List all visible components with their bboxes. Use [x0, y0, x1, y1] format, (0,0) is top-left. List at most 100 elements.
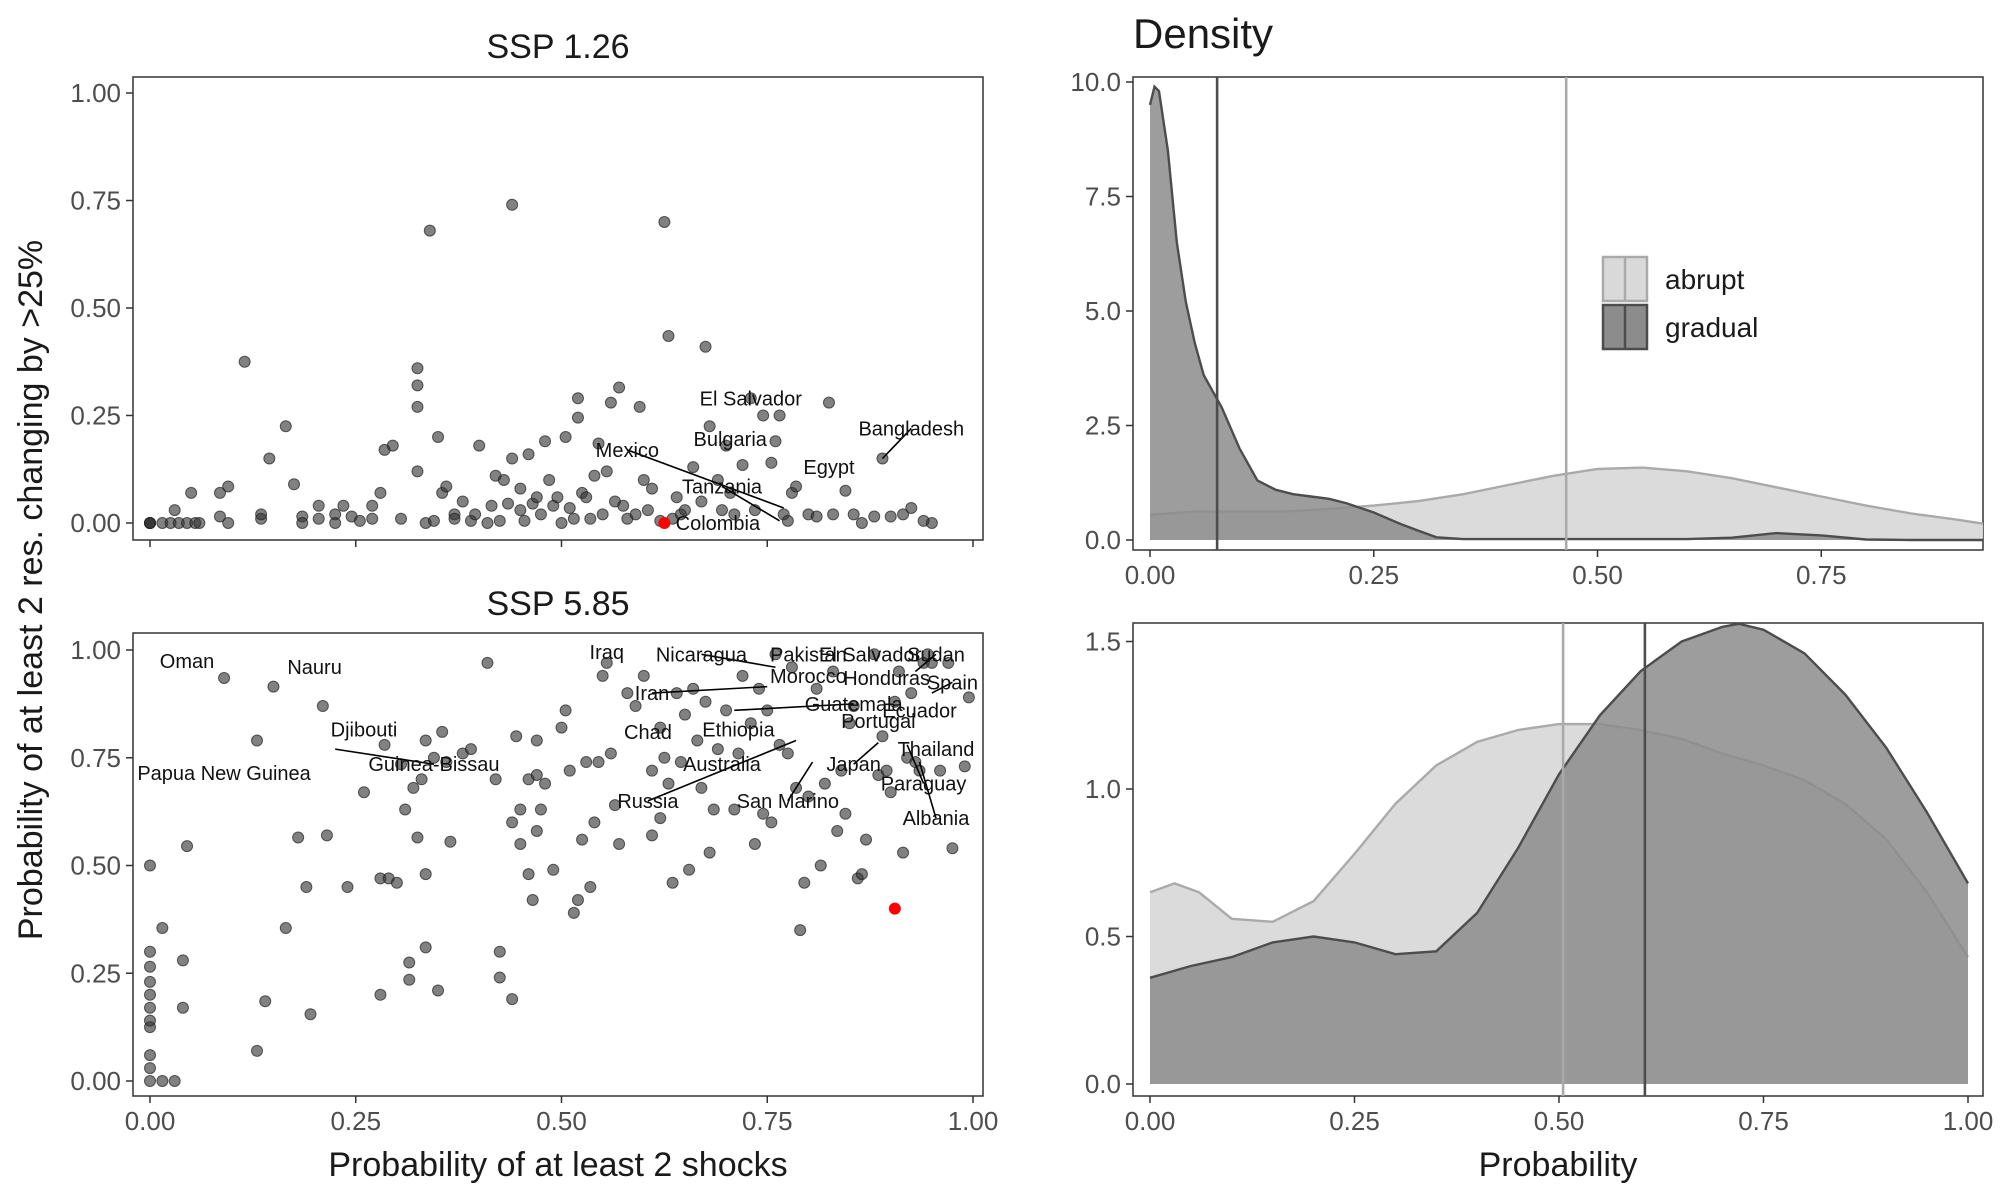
- density-area-gradual: [1150, 86, 1983, 540]
- data-point: [646, 829, 659, 842]
- data-point: [646, 764, 659, 777]
- data-point: [144, 988, 156, 1001]
- data-point: [296, 517, 309, 529]
- data-point: [267, 680, 280, 693]
- label-leader: [627, 449, 784, 509]
- data-point: [427, 751, 440, 764]
- data-point: [596, 508, 609, 521]
- data-point: [481, 517, 494, 529]
- data-point: [534, 803, 547, 816]
- y-axis-title-left: Probability of at least 2 res. changing …: [12, 240, 50, 940]
- country-label: San Marino: [737, 791, 839, 813]
- data-point: [534, 508, 547, 521]
- data-point: [144, 859, 156, 872]
- label-leader: [335, 748, 435, 766]
- data-point: [892, 665, 905, 678]
- data-point: [670, 491, 683, 504]
- x-tick-label: 1.00: [1943, 1106, 1994, 1136]
- data-point: [567, 512, 580, 525]
- data-point: [699, 340, 712, 353]
- data-point: [761, 704, 774, 717]
- data-point: [613, 837, 626, 850]
- data-point: [288, 478, 301, 491]
- country-label: Thailand: [898, 739, 975, 761]
- data-point: [469, 508, 482, 521]
- country-label: Nicaragua: [656, 644, 748, 666]
- data-point: [559, 704, 572, 717]
- country-label: Russia: [617, 791, 679, 813]
- data-point: [559, 431, 572, 443]
- country-label: Albania: [903, 808, 971, 830]
- data-point: [744, 392, 757, 405]
- data-point: [810, 682, 823, 695]
- label-leader: [881, 427, 912, 460]
- data-point: [213, 486, 226, 499]
- data-point: [432, 431, 445, 443]
- data-point: [802, 790, 815, 803]
- data-point: [144, 1075, 156, 1087]
- data-point: [781, 747, 794, 760]
- data-point: [259, 995, 272, 1008]
- label-leader: [853, 742, 879, 765]
- data-point: [489, 773, 502, 786]
- data-point: [571, 411, 584, 424]
- x-tick-label: 1.00: [948, 1106, 999, 1136]
- density-areas: [1149, 623, 1970, 1084]
- x-tick-label: 0.00: [1125, 560, 1176, 590]
- data-point: [419, 734, 432, 747]
- data-point: [526, 893, 539, 906]
- y-tick-label: 0.75: [70, 743, 121, 773]
- data-point: [720, 704, 733, 717]
- data-point: [839, 484, 852, 497]
- y-tick-label: 0.5: [1085, 922, 1121, 952]
- y-tick-label: 0.0: [1085, 1069, 1121, 1099]
- y-tick-label: 0.25: [70, 401, 121, 431]
- y-tick-label: 0.00: [70, 508, 121, 538]
- data-point: [757, 409, 770, 422]
- data-point: [514, 803, 527, 816]
- data-point: [530, 825, 543, 838]
- country-label: Oman: [160, 651, 214, 673]
- data-point: [588, 816, 601, 829]
- country-label: Australia: [683, 754, 762, 776]
- data-point: [506, 993, 519, 1006]
- data-point: [897, 508, 910, 521]
- data-point: [827, 508, 840, 521]
- data-point: [958, 760, 971, 773]
- data-point: [707, 803, 720, 816]
- data-point: [584, 881, 597, 894]
- data-point: [843, 717, 856, 730]
- data-point: [144, 517, 156, 529]
- data-point: [715, 504, 728, 517]
- data-point: [374, 486, 387, 499]
- data-point: [176, 954, 189, 967]
- data-point: [493, 945, 506, 958]
- data-point: [732, 747, 745, 760]
- data-point: [604, 747, 617, 760]
- data-point: [423, 224, 436, 237]
- country-label: Egypt: [803, 457, 855, 479]
- data-point: [250, 734, 263, 747]
- data-point: [781, 514, 794, 527]
- x-tick-label: 0.00: [1125, 1106, 1176, 1136]
- panel-border: [132, 76, 984, 541]
- data-point: [769, 648, 782, 661]
- data-point: [539, 435, 552, 448]
- data-point: [485, 499, 498, 512]
- data-point: [378, 738, 391, 751]
- facet-title-ssp126: SSP 1.26: [486, 28, 629, 66]
- data-point: [633, 400, 646, 413]
- data-point: [144, 945, 156, 958]
- data-point: [757, 807, 770, 820]
- y-tick-label: 0.00: [70, 1066, 121, 1096]
- data-point: [530, 491, 543, 504]
- y-tick-label: 1.0: [1085, 774, 1121, 804]
- label-leader: [906, 744, 925, 784]
- data-point: [481, 656, 494, 669]
- data-point: [506, 452, 519, 465]
- data-point: [600, 465, 613, 478]
- data-point: [522, 448, 535, 461]
- data-point: [868, 648, 881, 661]
- data-point: [827, 665, 840, 678]
- x-tick-label: 0.50: [1534, 1106, 1585, 1136]
